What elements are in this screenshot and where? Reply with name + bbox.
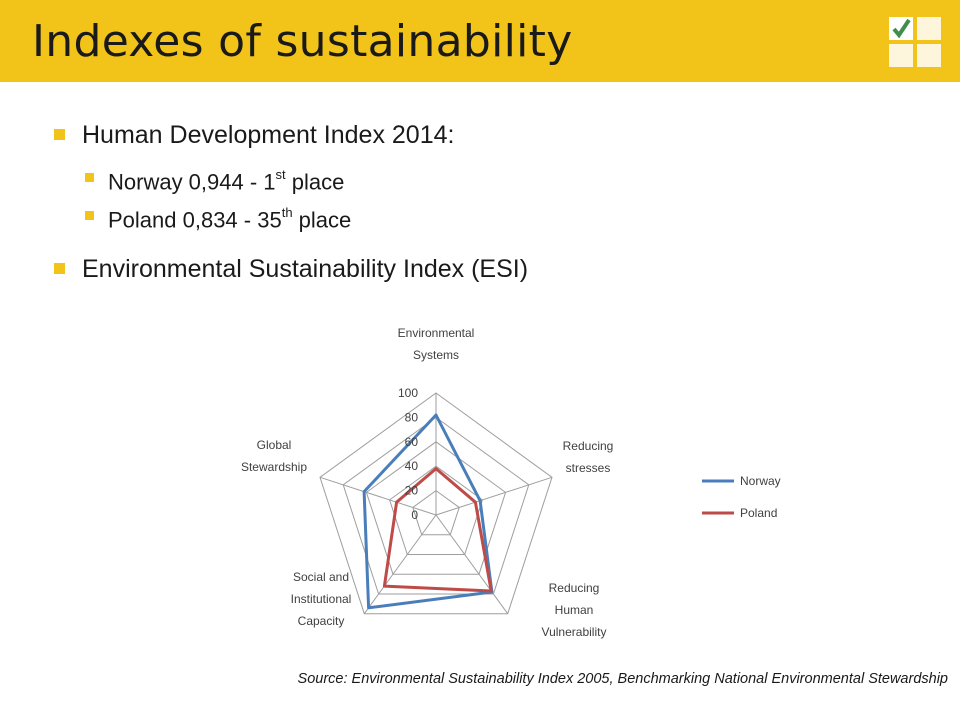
tick-label: 40 (405, 459, 419, 473)
bullet-marker (54, 129, 65, 140)
grid-ring (319, 392, 553, 615)
title-band: Indexes of sustainability (0, 0, 630, 82)
category-label-line: Reducing (563, 439, 614, 453)
header-bar: Indexes of sustainability (0, 0, 960, 82)
grid-spoke (435, 476, 553, 516)
bullet-marker (85, 211, 94, 220)
bullet-marker (85, 173, 94, 182)
grid-ring (389, 465, 483, 555)
bullet-list: Human Development Index 2014: Norway 0,9… (52, 112, 932, 292)
category-label-line: Capacity (298, 614, 345, 628)
category-label-line: Vulnerability (542, 625, 607, 639)
category-label: Global Stewardship (241, 438, 307, 474)
poland-place: place (292, 207, 352, 233)
bullet-esi-text: Environmental Sustainability Index (ESI) (82, 255, 529, 283)
bullet-poland: Poland 0,834 - 35th place (52, 196, 932, 234)
legend-label-norway: Norway (740, 474, 781, 488)
norway-rank-suffix: st (275, 167, 286, 182)
category-label-line: Systems (413, 348, 459, 362)
tick-label: 100 (398, 386, 418, 400)
bullet-hdi-text: Human Development Index 2014: (82, 121, 455, 149)
bullet-norway: Norway 0,944 - 1st place (52, 158, 932, 196)
tick-label: 0 (411, 508, 418, 522)
category-label-line: Institutional (291, 592, 352, 606)
checkmark-logo-icon (889, 17, 941, 67)
grid-spoke (363, 514, 437, 614)
category-label-line: Stewardship (241, 460, 307, 474)
page-title: Indexes of sustainability (32, 16, 573, 67)
category-label-line: Reducing (549, 581, 600, 595)
legend-label-poland: Poland (740, 506, 777, 520)
category-label-line: stresses (566, 461, 611, 475)
category-label-line: Human (555, 603, 594, 617)
norway-place: place (285, 169, 345, 195)
category-label: Social and Institutional Capacity (291, 570, 352, 628)
tick-label: 20 (405, 484, 419, 498)
bullet-hdi: Human Development Index 2014: (52, 112, 932, 158)
bullet-esi: Environmental Sustainability Index (ESI) (52, 246, 932, 292)
grid-spoke (435, 514, 509, 614)
grid-ring (342, 416, 530, 595)
series-line-norway (362, 413, 494, 610)
category-label-line: Environmental (398, 326, 475, 340)
category-label: Reducing Human Vulnerability (542, 581, 607, 639)
radar-chart-svg: 0 20 40 60 80 100 Environmental Systems Reducing… (241, 326, 781, 639)
bullet-marker (54, 263, 65, 274)
poland-text: Poland 0,834 - 35 (108, 207, 282, 233)
radar-chart: 0 20 40 60 80 100 Environmental Systems Reducing… (210, 325, 810, 647)
category-label: Reducing stresses (563, 439, 614, 475)
category-label: Environmental Systems (398, 326, 475, 362)
grid-spoke (319, 476, 437, 516)
source-caption: Source: Environmental Sustainability Ind… (297, 671, 948, 687)
category-label-line: Social and (293, 570, 349, 584)
poland-rank-suffix: th (281, 205, 293, 220)
category-label-line: Global (257, 438, 292, 452)
norway-text: Norway 0,944 - 1 (108, 169, 276, 195)
series-line-poland (382, 467, 493, 593)
grid-ring (412, 489, 460, 536)
tick-label: 80 (405, 410, 419, 424)
tick-label: 60 (405, 435, 419, 449)
grid-ring (365, 441, 507, 575)
